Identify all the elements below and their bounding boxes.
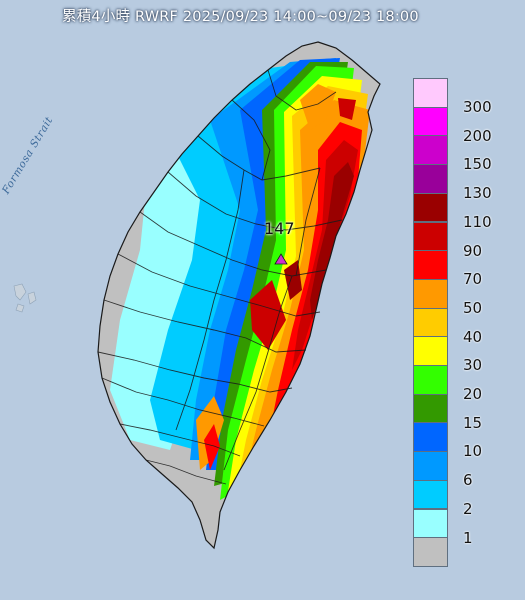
legend-label: 200	[463, 126, 492, 145]
max-rainfall-value: 147	[264, 219, 295, 238]
legend-swatch	[413, 537, 448, 567]
legend-label: 1	[463, 528, 473, 547]
legend-label: 110	[463, 212, 492, 231]
legend-swatch	[413, 508, 448, 539]
legend-swatch	[413, 78, 448, 108]
legend-label: 50	[463, 298, 483, 317]
legend-swatch	[413, 106, 448, 137]
legend-label: 90	[463, 241, 483, 260]
legend-swatch	[413, 307, 448, 338]
legend-swatch	[413, 221, 448, 252]
legend-label: 15	[463, 413, 483, 432]
legend-label: 10	[463, 442, 483, 461]
max-rainfall-marker	[274, 253, 288, 265]
legend-swatch	[413, 250, 448, 280]
legend-swatch	[413, 278, 448, 309]
legend-label: 150	[463, 155, 492, 174]
legend-swatch	[413, 422, 448, 453]
county-boundaries	[97, 69, 343, 485]
legend-swatch	[413, 479, 448, 510]
legend-swatch	[413, 451, 448, 481]
legend-label: 70	[463, 270, 483, 289]
legend-label: 20	[463, 385, 483, 403]
legend-swatch	[413, 164, 448, 194]
rainfall-legend: 300 200 150 130 110 90 70 50 40 30 20 15 10 6 2 1	[413, 78, 508, 573]
map-title: 累積4小時 RWRF 2025/09/23 14:00~09/23 18:00	[62, 9, 419, 25]
legend-swatch	[413, 135, 448, 166]
legend-label: 2	[463, 499, 473, 518]
penghu-islands	[13, 283, 37, 313]
legend-label: 130	[463, 184, 492, 203]
legend-swatch	[413, 365, 448, 395]
island-outline	[97, 41, 381, 550]
legend-label: 6	[463, 471, 473, 490]
legend-label: 300	[463, 98, 492, 116]
legend-swatch	[413, 192, 448, 223]
legend-swatch	[413, 336, 448, 366]
legend-swatch	[413, 393, 448, 424]
legend-label: 40	[463, 327, 483, 346]
legend-label: 30	[463, 356, 483, 375]
